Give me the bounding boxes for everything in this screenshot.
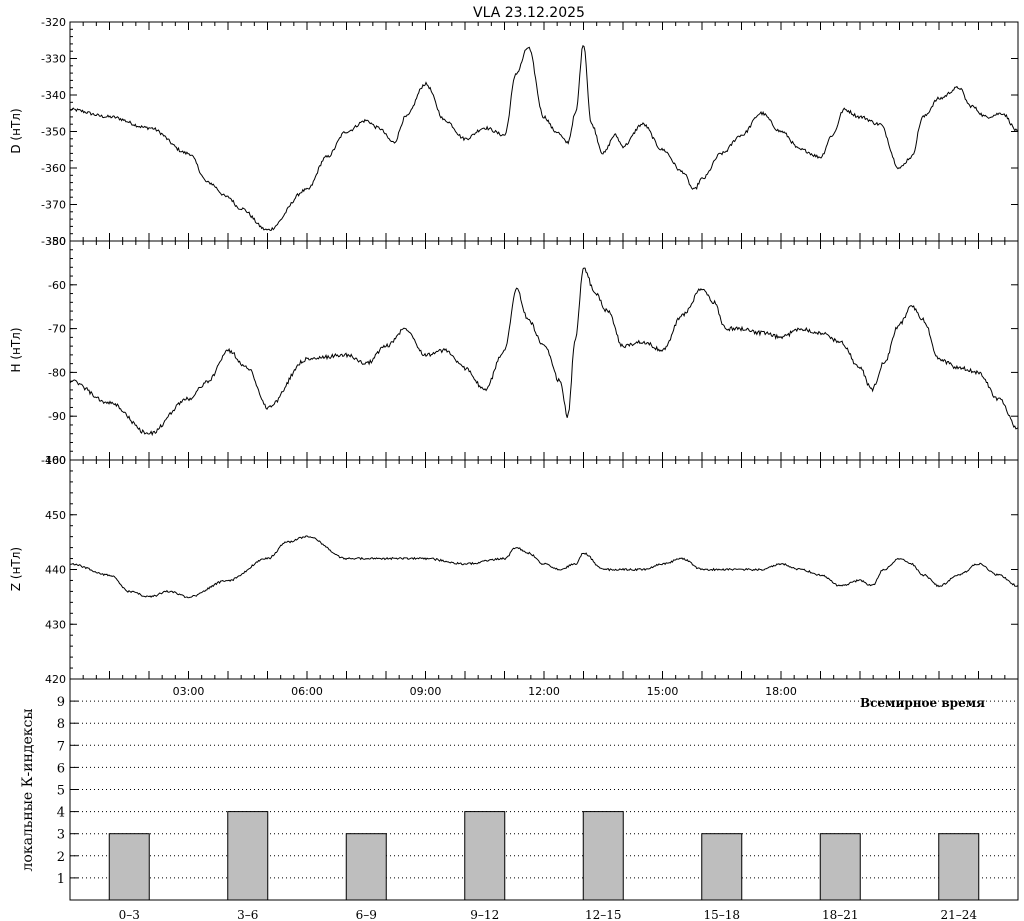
panel-h-series	[69, 267, 1019, 437]
panel-z-ytick-label: 460	[45, 454, 66, 467]
k-category-label: 0–3	[119, 908, 140, 921]
panel-z-ytick-label: 440	[45, 564, 66, 577]
time-tick-label: 12:00	[528, 685, 560, 698]
k-index-bar	[345, 833, 387, 901]
k-category-label: 15–18	[703, 908, 740, 921]
time-tick-label: 09:00	[410, 685, 442, 698]
k-index-bar	[819, 833, 861, 901]
k-category-label: 21–24	[940, 908, 977, 921]
k-index-bar	[701, 833, 743, 901]
k-index-bar	[464, 811, 506, 901]
k-ytick-label: 5	[57, 784, 65, 799]
panel-h-ytick-label: -80	[48, 366, 66, 379]
time-tick-label: 15:00	[647, 685, 679, 698]
k-category-label: 18–21	[822, 908, 859, 921]
panel-z-frame	[69, 459, 1019, 680]
panel-h-ytick-label: -50	[48, 235, 66, 248]
panel-d-ytick-label: -330	[41, 53, 66, 66]
k-category-label: 6–9	[356, 908, 377, 921]
panel-z-ytick-label: 450	[45, 509, 66, 522]
panel-d-frame	[69, 21, 1019, 242]
chart-title: VLA 23.12.2025	[473, 5, 585, 21]
panel-h-ytick-label: -90	[48, 410, 66, 423]
k-ytick-label: 1	[57, 872, 65, 887]
time-tick-label: 06:00	[291, 685, 323, 698]
k-ytick-label: 4	[57, 806, 65, 821]
panel-h-ytick-label: -60	[48, 279, 66, 292]
panel-d-series	[69, 45, 1019, 231]
panel-h-frame	[69, 240, 1019, 461]
panel-z-ytick-label: 420	[45, 673, 66, 686]
k-ytick-label: 8	[57, 717, 65, 732]
panel-k-frame	[69, 678, 1019, 901]
k-category-label: 9–12	[470, 908, 499, 921]
panel-h-ytick-label: -100	[41, 454, 66, 467]
panel-h-ytick-label: -70	[48, 323, 66, 336]
k-category-label: 12–15	[585, 908, 622, 921]
time-tick-label: 18:00	[765, 685, 797, 698]
k-index-bar	[108, 833, 150, 901]
panel-d-ylabel: D (нТл)	[9, 108, 23, 153]
k-index-bar	[227, 811, 269, 901]
time-tick-label: 03:00	[173, 685, 205, 698]
panel-d-ytick-label: -320	[41, 16, 66, 29]
k-ytick-label: 3	[57, 828, 65, 843]
k-index-bar	[582, 811, 624, 901]
k-index-bar	[938, 833, 980, 901]
panel-z-ylabel: Z (нТл)	[9, 547, 23, 591]
panel-z-ytick-label: 430	[45, 618, 66, 631]
panel-d-ytick-label: -360	[41, 162, 66, 175]
panel-d-ytick-label: -350	[41, 126, 66, 139]
k-category-label: 3–6	[237, 908, 258, 921]
panel-h-ylabel: H (нТл)	[9, 327, 23, 372]
k-ytick-label: 2	[57, 850, 65, 865]
panel-d-ytick-label: -370	[41, 199, 66, 212]
panel-d-ytick-label: -380	[41, 235, 66, 248]
time-axis-label: Всемирное время	[860, 696, 985, 710]
panel-z-series	[69, 535, 1019, 599]
k-ytick-label: 7	[57, 739, 65, 754]
k-ytick-label: 6	[57, 761, 65, 776]
panel-d-ytick-label: -340	[41, 89, 66, 102]
k-ytick-label: 9	[57, 695, 65, 710]
k-index-ylabel: локальные К-индексы	[20, 708, 36, 871]
